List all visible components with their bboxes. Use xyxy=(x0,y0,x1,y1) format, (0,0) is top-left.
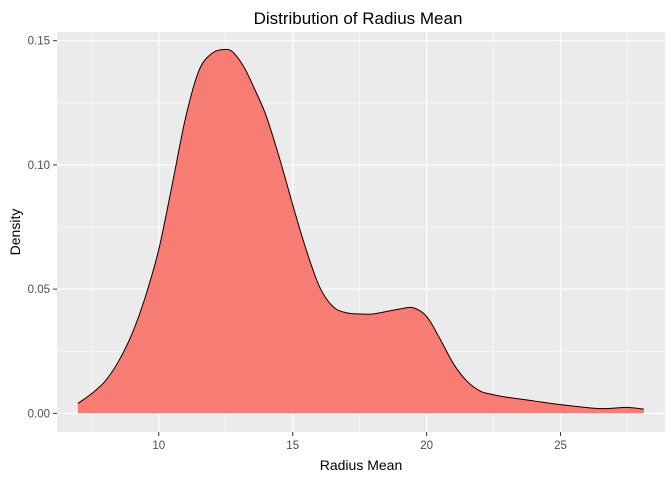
y-tick-label: 0.00 xyxy=(28,408,50,420)
y-axis-title: Density xyxy=(7,209,23,256)
y-axis-ticks: 0.00 0.05 0.10 0.15 xyxy=(28,36,57,420)
density-area xyxy=(77,49,644,414)
x-axis-ticks: 10 15 20 25 xyxy=(152,432,567,452)
density-line xyxy=(77,48,644,410)
x-axis-title: Radius Mean xyxy=(320,457,403,473)
y-tick-label: 0.15 xyxy=(28,36,50,48)
y-tick-label: 0.05 xyxy=(28,284,50,296)
chart-title: Distribution of Radius Mean xyxy=(254,9,463,28)
x-tick-label: 25 xyxy=(554,440,567,452)
x-tick-label: 20 xyxy=(420,440,433,452)
x-tick-label: 10 xyxy=(152,440,165,452)
x-tick-label: 15 xyxy=(286,440,299,452)
y-tick-label: 0.10 xyxy=(28,160,50,172)
